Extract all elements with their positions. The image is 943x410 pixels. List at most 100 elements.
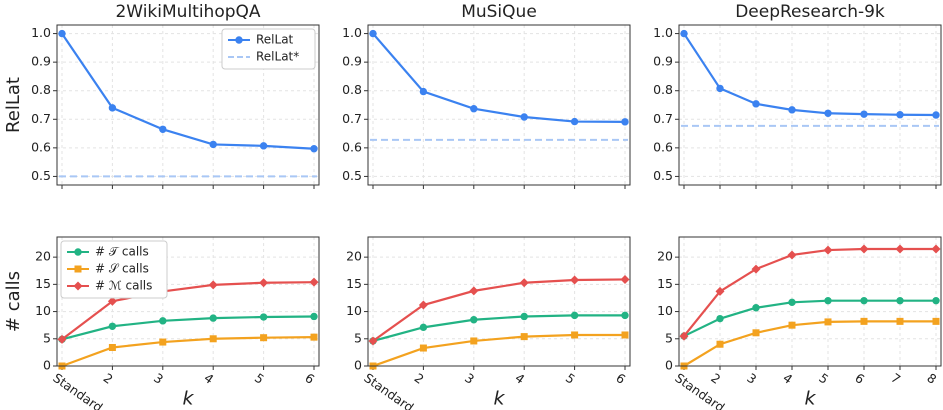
marker bbox=[751, 264, 761, 274]
series-line bbox=[61, 281, 315, 341]
marker bbox=[470, 316, 478, 324]
legend-label: # 𝒯 calls bbox=[95, 245, 149, 259]
axes-frame bbox=[56, 24, 320, 186]
y-axis-label: # calls bbox=[3, 271, 24, 332]
marker bbox=[520, 312, 528, 321]
series-line bbox=[683, 247, 936, 337]
x-tick-label: 2 bbox=[708, 370, 723, 387]
marker bbox=[159, 125, 167, 133]
marker bbox=[209, 314, 217, 322]
marker bbox=[680, 29, 688, 38]
y-tick-label: 0.5 bbox=[31, 168, 51, 183]
marker bbox=[824, 109, 832, 117]
series-line bbox=[372, 278, 626, 342]
marker bbox=[621, 311, 629, 320]
y-tick-label: 0.9 bbox=[342, 54, 362, 69]
marker bbox=[208, 280, 218, 290]
marker bbox=[470, 105, 478, 113]
x-tick-label: 4 bbox=[512, 370, 527, 387]
marker bbox=[716, 84, 724, 93]
marker bbox=[259, 142, 268, 150]
marker bbox=[310, 333, 318, 341]
marker bbox=[259, 278, 269, 288]
marker bbox=[108, 104, 117, 112]
y-tick-label: 0.8 bbox=[31, 82, 51, 97]
marker bbox=[310, 145, 318, 153]
marker bbox=[788, 106, 796, 114]
x-tick-label: 6 bbox=[852, 370, 867, 387]
marker bbox=[895, 244, 905, 254]
y-tick-label: 0 bbox=[354, 358, 362, 373]
y-tick-label: 0.9 bbox=[31, 54, 51, 69]
y-tick-label: 0.7 bbox=[342, 111, 362, 126]
marker bbox=[470, 337, 478, 345]
x-tick-label: 7 bbox=[888, 370, 903, 387]
marker bbox=[860, 317, 868, 325]
marker bbox=[860, 296, 868, 305]
x-tick-label: Standard bbox=[50, 370, 105, 410]
x-tick-label: 6 bbox=[302, 370, 317, 387]
y-tick-label: 1.0 bbox=[31, 25, 51, 40]
marker bbox=[931, 244, 941, 254]
x-axis-label: k bbox=[804, 388, 816, 410]
marker bbox=[419, 344, 427, 352]
y-tick-label: 0.8 bbox=[653, 82, 673, 97]
marker bbox=[788, 298, 796, 307]
x-tick-label: 8 bbox=[924, 370, 939, 387]
x-tick-label: 4 bbox=[201, 370, 216, 387]
marker bbox=[368, 336, 378, 346]
marker bbox=[418, 300, 428, 310]
y-tick-label: 15 bbox=[657, 276, 673, 291]
marker bbox=[621, 118, 629, 126]
marker bbox=[752, 100, 760, 108]
axes-frame bbox=[678, 236, 942, 367]
marker bbox=[369, 29, 377, 38]
marker bbox=[209, 140, 217, 149]
marker bbox=[58, 29, 66, 38]
x-tick-label: 3 bbox=[151, 370, 166, 387]
x-tick-label: 4 bbox=[780, 370, 795, 387]
marker bbox=[788, 321, 796, 329]
marker bbox=[159, 317, 167, 325]
marker bbox=[469, 286, 479, 296]
marker bbox=[787, 250, 797, 260]
x-tick-label: 5 bbox=[252, 370, 267, 387]
marker bbox=[752, 304, 760, 312]
y-tick-label: 0.9 bbox=[653, 54, 673, 69]
marker bbox=[716, 314, 724, 323]
series-line bbox=[61, 315, 315, 341]
y-tick-label: 15 bbox=[346, 276, 362, 291]
marker bbox=[824, 296, 832, 305]
y-tick-label: 0.5 bbox=[342, 168, 362, 183]
marker bbox=[860, 110, 868, 118]
y-tick-label: 5 bbox=[354, 330, 362, 345]
y-axis-label: RelLat bbox=[3, 77, 24, 133]
marker bbox=[824, 318, 832, 326]
series-line bbox=[61, 336, 315, 368]
x-tick-label: 2 bbox=[101, 370, 116, 387]
series-line bbox=[683, 320, 936, 367]
y-tick-label: 0.6 bbox=[653, 139, 673, 154]
panel-title: MuSiQue bbox=[461, 2, 537, 22]
x-tick-label: 5 bbox=[563, 370, 578, 387]
marker bbox=[896, 111, 904, 119]
marker bbox=[159, 338, 167, 346]
marker bbox=[260, 334, 268, 342]
marker bbox=[823, 245, 833, 255]
y-tick-label: 10 bbox=[35, 303, 51, 318]
marker bbox=[519, 278, 529, 288]
marker bbox=[859, 244, 869, 254]
axes-frame bbox=[367, 24, 631, 186]
marker bbox=[57, 334, 67, 344]
x-tick-label: 6 bbox=[613, 370, 628, 387]
x-tick-label: 2 bbox=[412, 370, 427, 387]
y-tick-label: 0 bbox=[43, 358, 51, 373]
marker bbox=[74, 248, 82, 256]
y-tick-label: 0.5 bbox=[653, 168, 673, 183]
marker bbox=[896, 296, 904, 305]
series-line bbox=[372, 32, 626, 123]
marker bbox=[896, 317, 904, 325]
y-tick-label: 0.7 bbox=[653, 111, 673, 126]
y-tick-label: 15 bbox=[35, 276, 51, 291]
marker bbox=[932, 317, 940, 325]
